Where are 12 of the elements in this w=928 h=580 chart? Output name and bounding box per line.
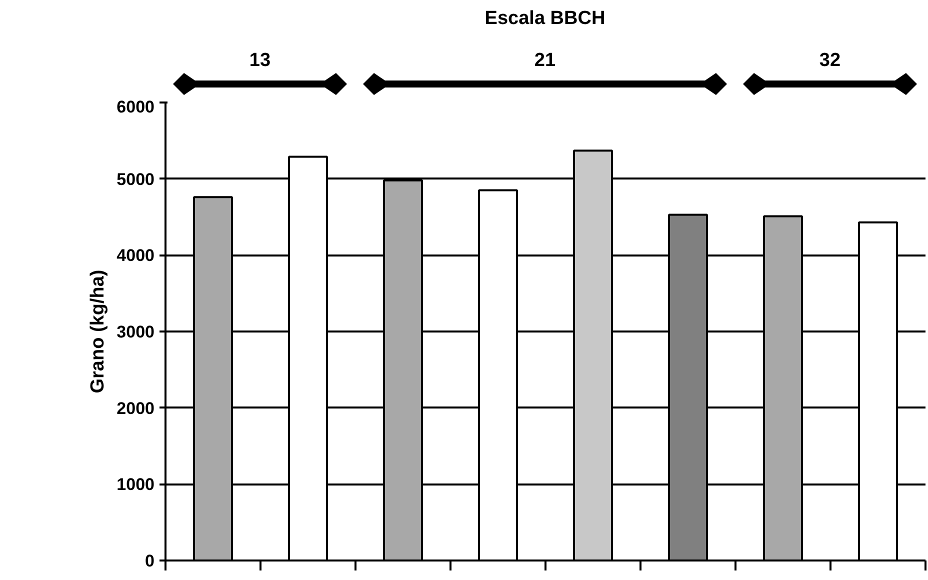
y-tick-label: 2000 <box>116 398 155 418</box>
y-tick-label: 5000 <box>116 170 155 189</box>
y-tick-label: 0 <box>145 552 155 570</box>
chart-title: Escala BBCH <box>484 8 606 29</box>
y-tick-label: 4000 <box>116 246 155 266</box>
text: 32 <box>819 50 841 71</box>
y-tick-label: 3000 <box>116 322 155 342</box>
text: 21 <box>534 50 556 71</box>
text: 13 <box>249 50 271 71</box>
y-axis-title: Grano (kg/ha) <box>88 270 109 394</box>
y-tick-label: 1000 <box>116 475 155 494</box>
y-tick-label: 6000 <box>116 98 155 116</box>
